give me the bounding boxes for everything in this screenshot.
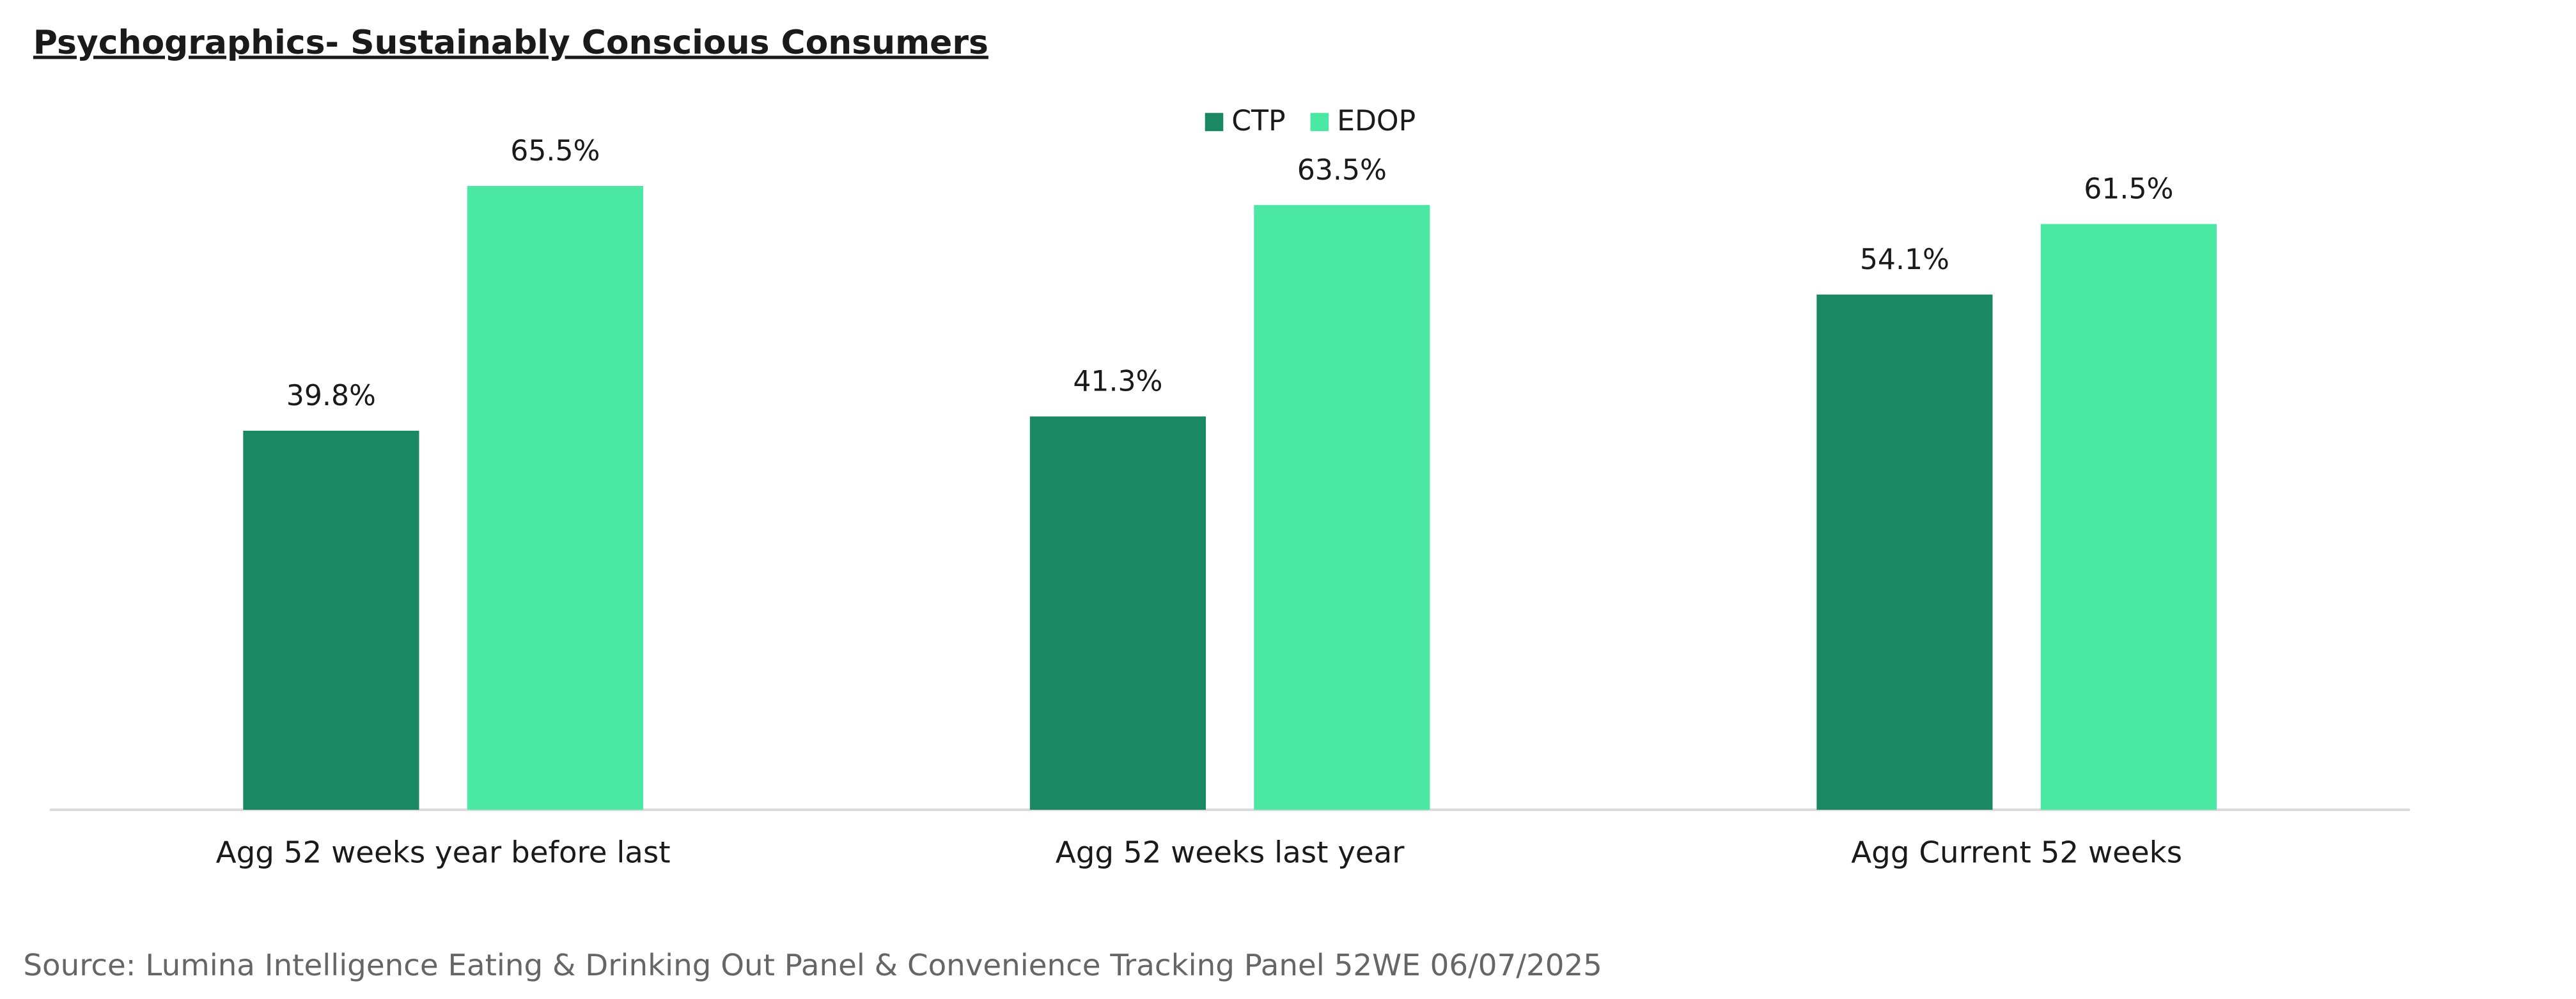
bar bbox=[467, 185, 643, 810]
bar bbox=[2040, 224, 2217, 810]
bar bbox=[243, 430, 419, 810]
x-tick-label: Agg 52 weeks last year bbox=[1056, 836, 1405, 871]
bar bbox=[1816, 294, 1993, 810]
value-label: 54.1% bbox=[1860, 244, 1949, 276]
bar bbox=[1029, 416, 1206, 810]
source-note: Source: Lumina Intelligence Eating & Dri… bbox=[23, 949, 1602, 983]
value-label: 41.3% bbox=[1073, 366, 1162, 398]
legend-label: EDOP bbox=[1337, 105, 1416, 137]
legend-swatch bbox=[1205, 112, 1224, 132]
x-tick-label: Agg 52 weeks year before last bbox=[216, 836, 671, 871]
value-label: 61.5% bbox=[2084, 173, 2173, 206]
bar bbox=[1254, 205, 1430, 810]
x-tick-label: Agg Current 52 weeks bbox=[1851, 836, 2182, 871]
value-label: 65.5% bbox=[510, 135, 600, 167]
legend-label: CTP bbox=[1231, 105, 1285, 137]
value-label: 39.8% bbox=[286, 380, 376, 412]
legend-swatch bbox=[1310, 112, 1329, 132]
value-label: 63.5% bbox=[1297, 154, 1387, 187]
chart-title: Psychographics- Sustainably Conscious Co… bbox=[33, 24, 988, 62]
